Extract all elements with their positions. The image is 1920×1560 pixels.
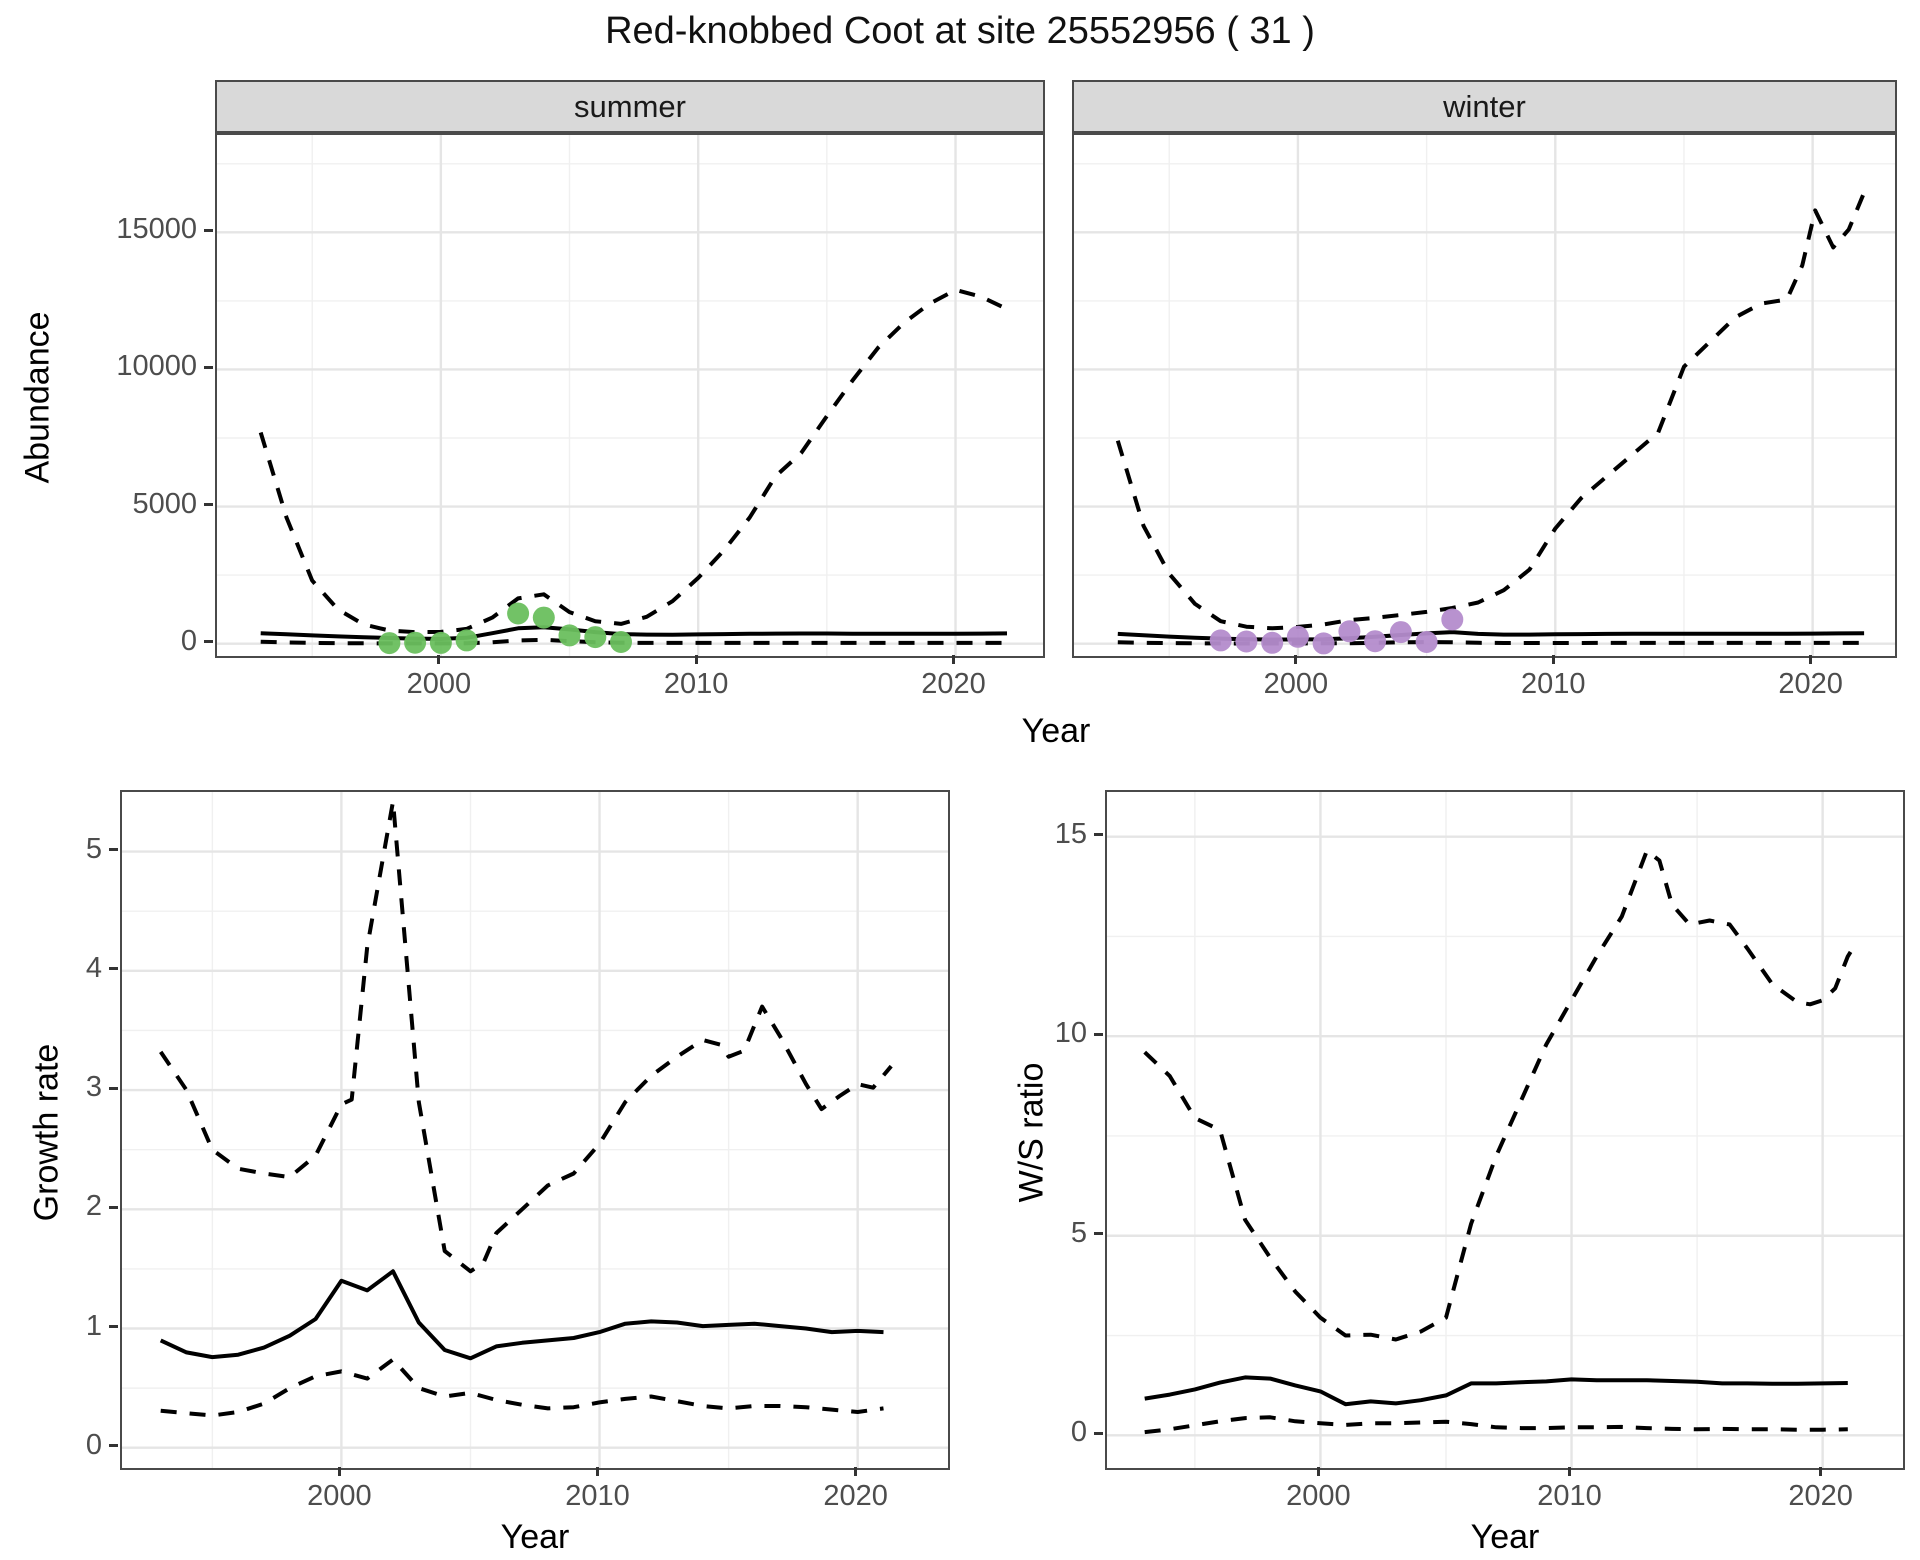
y-tick-mark xyxy=(204,503,213,507)
y-tick-label: 5000 xyxy=(132,487,197,520)
growth-rate-solid-line xyxy=(159,1269,884,1361)
count-point xyxy=(1209,629,1232,652)
count-point xyxy=(507,602,530,625)
y-tick-mark xyxy=(109,848,118,852)
y-tick-label: 4 xyxy=(85,951,102,984)
x-tick-label: 2010 xyxy=(565,1480,630,1512)
growth-rate-dashed-line xyxy=(160,1357,884,1418)
y-tick-mark xyxy=(204,640,213,644)
growth-rate-plot xyxy=(122,792,948,1468)
y-tick-mark xyxy=(1094,833,1103,837)
x-tick-mark xyxy=(1809,655,1813,664)
x-tick-label: 2020 xyxy=(1788,1480,1853,1512)
y-tick-mark xyxy=(204,365,213,369)
y-tick-label: 0 xyxy=(1070,1416,1087,1449)
x-tick-label: 2010 xyxy=(1537,1480,1602,1512)
count-point xyxy=(610,631,632,653)
count-point xyxy=(1312,632,1335,655)
x-tick-mark xyxy=(694,655,698,664)
facet-strip-winter: winter xyxy=(1072,80,1897,133)
ws-ratio-dashed-line xyxy=(1143,848,1857,1342)
count-point xyxy=(1389,621,1412,644)
x-tick-label: 2000 xyxy=(1263,668,1329,700)
y-tick-mark xyxy=(109,1325,118,1328)
abundance-summer-plot xyxy=(217,135,1043,656)
y-tick-label: 1 xyxy=(85,1309,102,1342)
count-point xyxy=(455,629,478,652)
ws-ratio-y-axis-title: W/S ratio xyxy=(1012,1062,1051,1203)
growth-rate-y-axis-title: Growth rate xyxy=(27,1043,66,1222)
x-tick-mark xyxy=(596,1467,600,1476)
facet-strip-summer: summer xyxy=(215,80,1045,133)
x-tick-mark xyxy=(1568,1467,1572,1476)
count-point xyxy=(378,632,401,655)
chart-title: Red-knobbed Coot at site 25552956 ( 31 ) xyxy=(605,10,1315,52)
abundance-winter-dashed-line xyxy=(1115,191,1866,631)
y-tick-label: 3 xyxy=(85,1071,102,1104)
count-point xyxy=(1441,608,1464,631)
count-point xyxy=(1415,631,1438,653)
ws-year-x-axis-title: Year xyxy=(1470,1518,1540,1556)
ws-ratio-dashed-line xyxy=(1144,1415,1848,1435)
count-point xyxy=(1364,630,1387,653)
y-tick-label: 2 xyxy=(85,1190,102,1223)
y-tick-mark xyxy=(109,1444,118,1448)
y-tick-label: 0 xyxy=(180,624,197,657)
summer-abundance-panel xyxy=(215,133,1045,658)
count-point xyxy=(1338,620,1361,643)
growth-rate-dashed-line xyxy=(159,799,893,1274)
x-tick-label: 2020 xyxy=(1778,668,1843,700)
count-point xyxy=(404,631,427,654)
x-tick-label: 2000 xyxy=(406,668,472,700)
y-tick-mark xyxy=(109,1086,118,1090)
abundance-y-axis-title: Abundance xyxy=(18,311,57,484)
ws-ratio-panel xyxy=(1105,790,1905,1470)
x-tick-mark xyxy=(337,1467,341,1476)
x-tick-label: 2020 xyxy=(823,1480,888,1512)
count-point xyxy=(558,624,581,647)
y-tick-mark xyxy=(1094,1431,1103,1435)
x-tick-mark xyxy=(1551,655,1555,664)
y-tick-mark xyxy=(109,967,118,971)
x-tick-mark xyxy=(854,1467,858,1476)
ws-ratio-plot xyxy=(1107,792,1903,1468)
growth-rate-panel xyxy=(120,790,950,1470)
abundance-summer-dashed-line xyxy=(258,287,1008,635)
y-tick-label: 10000 xyxy=(116,350,197,383)
y-tick-mark xyxy=(204,228,213,232)
x-tick-label: 2010 xyxy=(663,668,729,700)
y-tick-label: 15 xyxy=(1054,817,1087,850)
x-tick-mark xyxy=(437,655,441,664)
y-tick-label: 10 xyxy=(1054,1017,1087,1050)
winter-abundance-panel xyxy=(1072,133,1897,658)
count-point xyxy=(1261,631,1284,654)
top-year-x-axis-title: Year xyxy=(1021,712,1091,750)
count-point xyxy=(1286,625,1309,648)
count-point xyxy=(532,606,555,629)
growth-year-x-axis-title: Year xyxy=(500,1518,570,1556)
abundance-summer-solid-line xyxy=(260,625,1008,641)
x-tick-mark xyxy=(952,655,955,664)
y-tick-mark xyxy=(1094,1032,1103,1036)
count-point xyxy=(1235,630,1258,653)
x-tick-label: 2000 xyxy=(307,1480,372,1512)
y-tick-label: 0 xyxy=(85,1428,102,1461)
abundance-winter-plot xyxy=(1074,135,1895,656)
x-tick-mark xyxy=(1819,1467,1823,1476)
ws-ratio-solid-line xyxy=(1144,1375,1848,1407)
x-tick-label: 2010 xyxy=(1521,668,1586,700)
y-tick-label: 5 xyxy=(1070,1216,1087,1249)
x-tick-mark xyxy=(1316,1467,1320,1476)
x-tick-mark xyxy=(1294,655,1298,664)
y-tick-mark xyxy=(109,1205,118,1209)
y-tick-label: 5 xyxy=(85,832,102,865)
x-tick-label: 2000 xyxy=(1286,1480,1351,1512)
count-point xyxy=(429,631,452,654)
count-point xyxy=(584,626,607,649)
y-tick-label: 15000 xyxy=(116,213,197,246)
y-tick-mark xyxy=(1094,1232,1103,1236)
x-tick-label: 2020 xyxy=(921,668,986,700)
